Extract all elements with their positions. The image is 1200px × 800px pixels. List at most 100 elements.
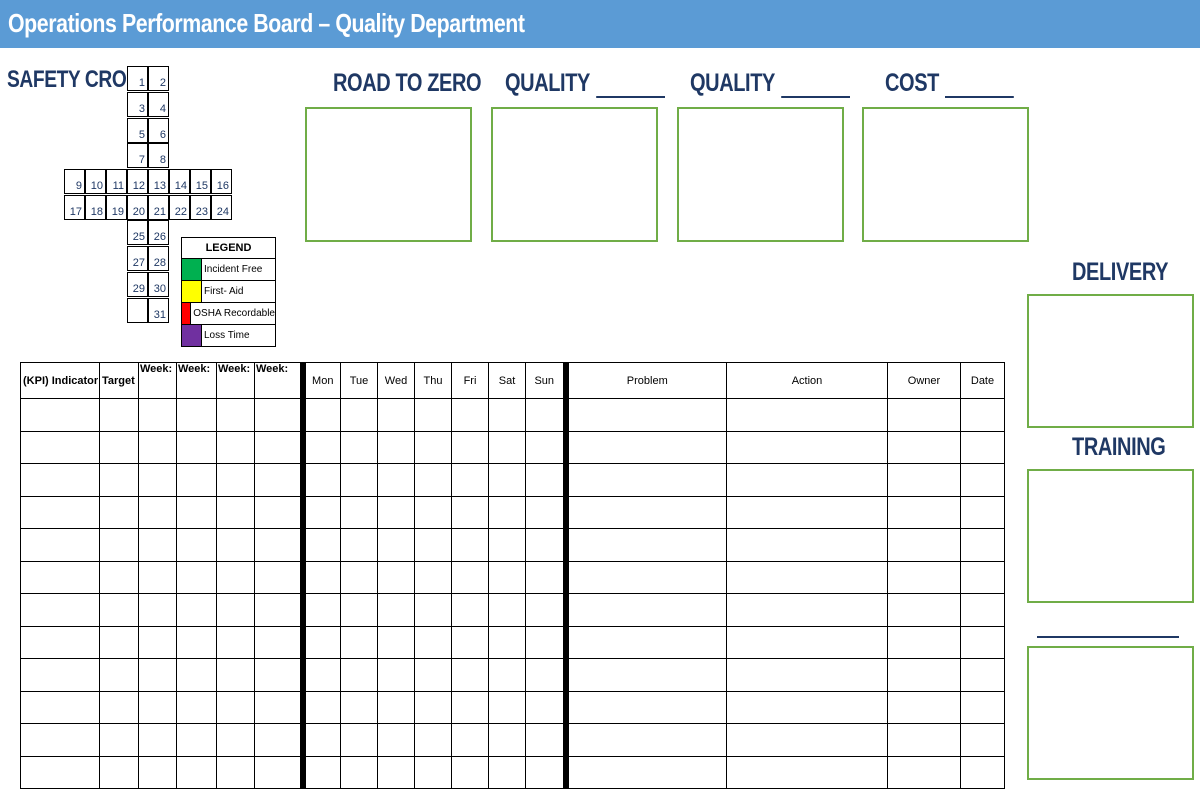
table-cell xyxy=(216,495,255,529)
table-cell xyxy=(565,690,727,724)
table-cell xyxy=(960,723,1005,757)
table-cell xyxy=(525,755,569,789)
table-cell xyxy=(216,560,255,594)
table-cell xyxy=(176,560,217,594)
table-cell xyxy=(377,755,415,789)
table-cell xyxy=(377,463,415,497)
safety-cross-day: 20 xyxy=(127,195,148,220)
table-cell xyxy=(216,398,255,432)
table-cell xyxy=(302,528,341,562)
kpi-table: (KPI) Indicator Target Week: Week: Week:… xyxy=(20,362,1005,789)
table-cell xyxy=(525,528,569,562)
table-cell xyxy=(138,625,177,659)
safety-cross-day: 14 xyxy=(169,169,190,194)
delivery-box xyxy=(1027,294,1194,428)
table-cell xyxy=(488,625,526,659)
quality-box-2 xyxy=(677,107,844,242)
col-target: Target xyxy=(99,362,139,399)
table-cell xyxy=(488,398,526,432)
table-row xyxy=(20,528,1005,562)
table-cell xyxy=(525,723,569,757)
table-cell xyxy=(20,430,100,464)
table-cell xyxy=(451,755,489,789)
table-cell xyxy=(565,593,727,627)
table-cell xyxy=(887,463,961,497)
table-cell xyxy=(377,723,415,757)
road-to-zero-heading: ROAD TO ZERO xyxy=(333,69,482,97)
safety-cross-day: 15 xyxy=(190,169,211,194)
table-cell xyxy=(726,625,888,659)
table-cell xyxy=(887,690,961,724)
table-cell xyxy=(525,625,569,659)
table-cell xyxy=(960,560,1005,594)
table-cell xyxy=(254,398,306,432)
table-cell xyxy=(340,560,378,594)
table-cell xyxy=(377,560,415,594)
table-cell xyxy=(254,690,306,724)
table-cell xyxy=(960,658,1005,692)
table-row xyxy=(20,430,1005,464)
table-cell xyxy=(254,528,306,562)
training-heading: TRAINING xyxy=(1072,433,1166,461)
col-mon: Mon xyxy=(302,362,341,399)
table-cell xyxy=(887,723,961,757)
table-cell xyxy=(302,755,341,789)
table-cell xyxy=(451,723,489,757)
table-cell xyxy=(451,398,489,432)
table-cell xyxy=(99,593,139,627)
legend-label: Incident Free xyxy=(204,264,263,275)
safety-cross-day: 4 xyxy=(148,92,169,117)
safety-cross-day: 22 xyxy=(169,195,190,220)
table-cell xyxy=(99,723,139,757)
col-sat: Sat xyxy=(488,362,526,399)
table-cell xyxy=(488,463,526,497)
table-cell xyxy=(488,593,526,627)
table-cell xyxy=(887,658,961,692)
table-cell xyxy=(254,430,306,464)
table-cell xyxy=(488,495,526,529)
col-week-2: Week: xyxy=(176,362,217,399)
col-week-1: Week: xyxy=(138,362,177,399)
table-cell xyxy=(340,463,378,497)
table-cell xyxy=(216,593,255,627)
table-cell xyxy=(565,495,727,529)
col-sun: Sun xyxy=(525,362,569,399)
col-problem: Problem xyxy=(565,362,727,399)
blank-box xyxy=(1027,646,1194,780)
table-cell xyxy=(176,398,217,432)
table-cell xyxy=(302,560,341,594)
table-cell xyxy=(138,658,177,692)
table-cell xyxy=(20,755,100,789)
table-cell xyxy=(216,755,255,789)
table-cell xyxy=(176,755,217,789)
legend: LEGEND Incident Free First- Aid OSHA Rec… xyxy=(181,237,276,347)
table-cell xyxy=(377,593,415,627)
table-cell xyxy=(525,463,569,497)
safety-cross-day: 24 xyxy=(211,195,232,220)
col-week-3: Week: xyxy=(216,362,255,399)
table-cell xyxy=(216,625,255,659)
safety-cross-day: 13 xyxy=(148,169,169,194)
col-tue: Tue xyxy=(340,362,378,399)
legend-label: First- Aid xyxy=(204,286,244,297)
table-cell xyxy=(176,495,217,529)
table-cell xyxy=(20,398,100,432)
table-cell xyxy=(726,430,888,464)
table-cell xyxy=(887,398,961,432)
safety-cross-day: 23 xyxy=(190,195,211,220)
header-bar: Operations Performance Board – Quality D… xyxy=(0,0,1200,48)
table-cell xyxy=(887,593,961,627)
table-cell xyxy=(20,495,100,529)
col-fri: Fri xyxy=(451,362,489,399)
safety-cross-day: 10 xyxy=(85,169,106,194)
table-cell xyxy=(99,528,139,562)
table-cell xyxy=(525,430,569,464)
table-cell xyxy=(887,560,961,594)
table-cell xyxy=(340,398,378,432)
table-cell xyxy=(254,658,306,692)
safety-cross-day: 16 xyxy=(211,169,232,194)
table-cell xyxy=(377,495,415,529)
col-owner: Owner xyxy=(887,362,961,399)
table-cell xyxy=(414,463,452,497)
table-row xyxy=(20,593,1005,627)
